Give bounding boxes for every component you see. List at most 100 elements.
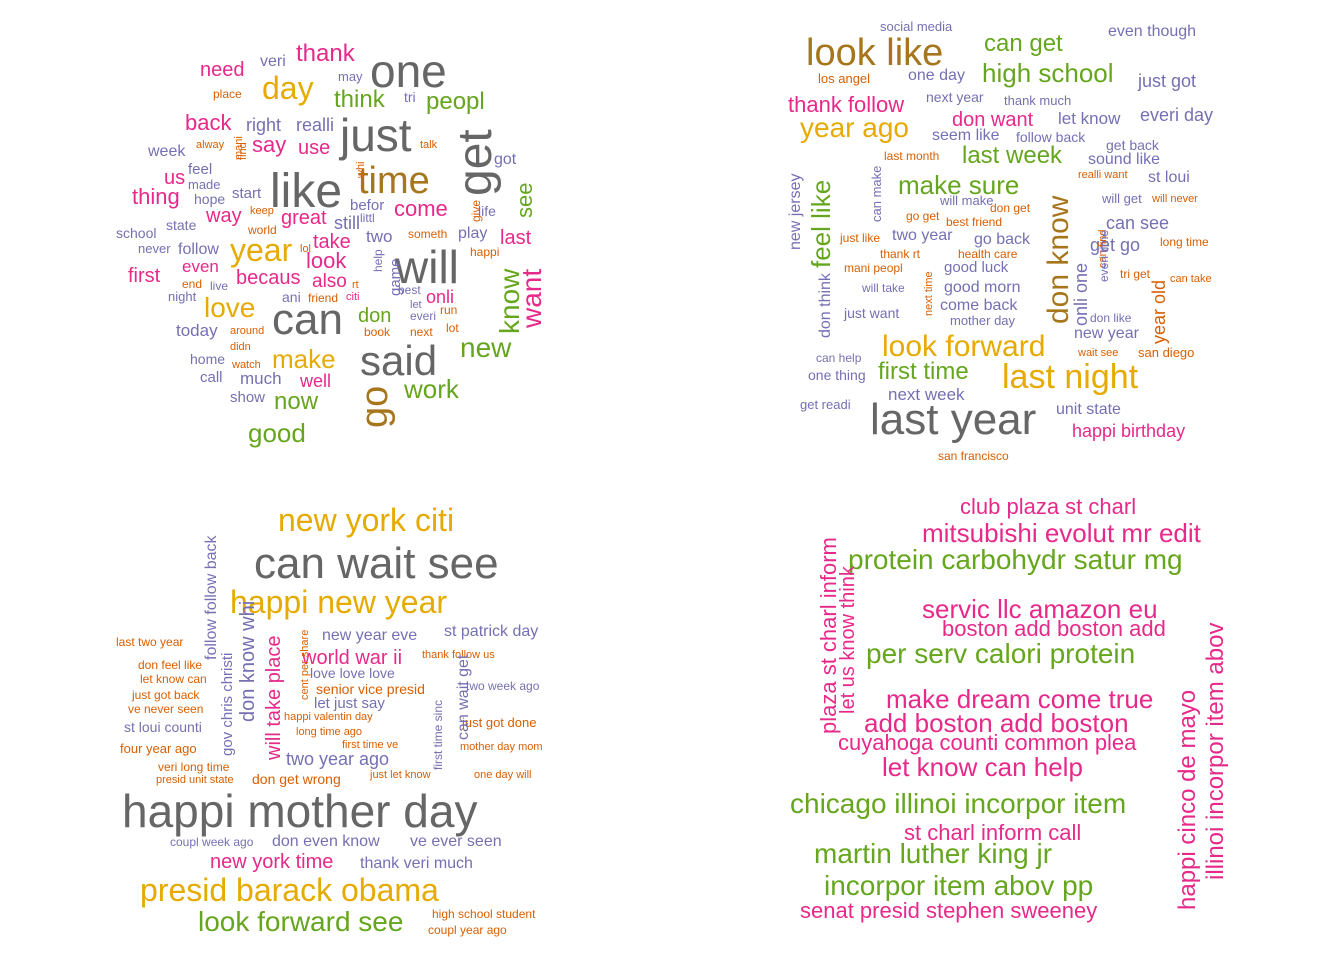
cloud-word: first — [128, 265, 161, 287]
cloud-word: just let know — [370, 769, 431, 781]
cloud-word: mani peopl — [844, 261, 903, 275]
cloud-word: happi birthday — [1072, 421, 1186, 441]
cloud-word: great — [281, 207, 327, 229]
cloud-word: let know can help — [882, 752, 1083, 782]
unigram-word-cloud: one just get time like will can said go day thank n… — [0, 0, 672, 480]
cloud-word: lot — [446, 321, 459, 335]
cloud-word: world — [248, 223, 277, 237]
cloud-word: wait see — [1078, 347, 1119, 359]
cloud-word: cuyahoga counti common plea — [838, 730, 1137, 755]
cloud-word: thank much — [1004, 93, 1072, 108]
cloud-word: look — [306, 248, 347, 273]
cloud-word: will never — [1152, 193, 1198, 205]
cloud-word: new — [460, 332, 512, 363]
cloud-word: chicago illinoi incorpor item — [790, 788, 1127, 819]
cloud-word: follow — [178, 241, 219, 258]
cloud-word: ve never seen — [128, 702, 204, 716]
cloud-word: can wait get — [455, 654, 472, 740]
cloud-word: get go — [1090, 235, 1141, 255]
cloud-word: thank rt — [880, 247, 921, 261]
cloud-word: us — [164, 167, 186, 189]
cloud-word: rt — [352, 279, 359, 291]
cloud-word: mother day mom — [460, 741, 543, 753]
cloud-word: world war ii — [302, 647, 403, 669]
cloud-word: good — [248, 418, 306, 448]
cloud-word: still — [334, 213, 360, 233]
cloud-word: don think — [817, 273, 834, 338]
cloud-word: keep — [250, 205, 274, 217]
cloud-word: just got done — [462, 715, 537, 730]
cloud-word: happi new year — [230, 584, 448, 620]
cloud-word: two year — [892, 227, 953, 244]
cloud-word: tri — [404, 89, 416, 105]
cloud-word: health care — [958, 247, 1018, 261]
cloud-word: can take — [1170, 273, 1212, 285]
cloud-word: long time ago — [296, 726, 363, 738]
cloud-word: don want — [952, 109, 1034, 131]
cloud-word: talk — [420, 139, 438, 151]
cloud-word: realli want — [1078, 169, 1128, 181]
cloud-word: gov chris christi — [219, 652, 236, 756]
cloud-word: senior vice presid — [316, 681, 425, 697]
cloud-word: feel — [188, 161, 213, 178]
cloud-word: high school student — [432, 907, 536, 921]
cloud-word: new york citi — [278, 502, 455, 538]
cloud-word: don know — [1042, 195, 1075, 324]
cloud-word: last week — [962, 142, 1063, 169]
cloud-word: come back — [940, 297, 1018, 314]
cloud-word: just got — [1138, 71, 1197, 91]
cloud-word: incorpor item abov pp — [824, 870, 1094, 901]
cloud-word: one day will — [474, 769, 532, 781]
cloud-word: call — [200, 369, 223, 386]
cloud-word: life — [478, 203, 496, 219]
cloud-word: best friend — [946, 215, 1003, 229]
cloud-word: peopl — [426, 88, 485, 115]
cloud-word: one day — [908, 67, 965, 84]
cloud-word: made — [188, 177, 221, 192]
cloud-word: illinoi incorpor item abov — [1202, 622, 1229, 880]
cloud-word: don know whi — [237, 600, 259, 722]
cloud-word: thank veri much — [360, 855, 473, 872]
cloud-word: don — [358, 305, 392, 327]
cloud-word: will take place — [263, 635, 285, 760]
cloud-word: year ago — [800, 112, 909, 143]
cloud-word: now — [274, 388, 319, 415]
cloud-word: tri get — [1120, 267, 1151, 281]
cloud-word: four year ago — [120, 741, 197, 756]
cloud-word: two week ago — [466, 679, 540, 693]
cloud-word: didn — [230, 341, 251, 353]
cloud-word: let know — [1058, 109, 1121, 128]
cloud-word: never — [138, 241, 171, 256]
cloud-word: high school — [982, 58, 1114, 88]
cloud-word: back — [185, 110, 232, 135]
cloud-word: happi — [470, 245, 500, 259]
cloud-word: don get — [990, 201, 1031, 215]
cloud-word: new jersey — [787, 173, 804, 250]
cloud-word: let us know think — [837, 566, 859, 714]
cloud-word: new year — [1074, 325, 1139, 342]
bigram-word-cloud: social media look like can get even though l… — [672, 0, 1344, 480]
cloud-word: even — [182, 257, 219, 276]
cloud-word: school — [116, 225, 157, 241]
cloud-word: can see — [1106, 213, 1170, 233]
cloud-word: let just say — [314, 695, 385, 712]
cloud-word: cent per share — [299, 629, 311, 700]
cloud-word: realli — [296, 115, 335, 135]
cloud-word: los angel — [818, 71, 871, 86]
cloud-word: last two year — [116, 635, 184, 649]
cloud-word: get back — [1106, 137, 1159, 153]
cloud-word: book — [364, 325, 391, 339]
cloud-word: everi — [410, 309, 437, 323]
cloud-word: can get — [984, 30, 1063, 57]
cloud-word: love love love — [310, 665, 395, 681]
cloud-word: san francisco — [938, 449, 1009, 463]
cloud-word: place — [213, 87, 242, 101]
cloud-word: whi — [355, 161, 367, 178]
trigram-word-cloud: new york citi can wait see happi new year f… — [0, 480, 672, 960]
cloud-word: veri long time — [158, 760, 230, 774]
cloud-word: happi cinco de mayo — [1174, 689, 1201, 910]
cloud-word: just got back — [132, 688, 200, 702]
cloud-word: week — [148, 143, 186, 160]
cloud-word: can wait see — [254, 539, 499, 588]
